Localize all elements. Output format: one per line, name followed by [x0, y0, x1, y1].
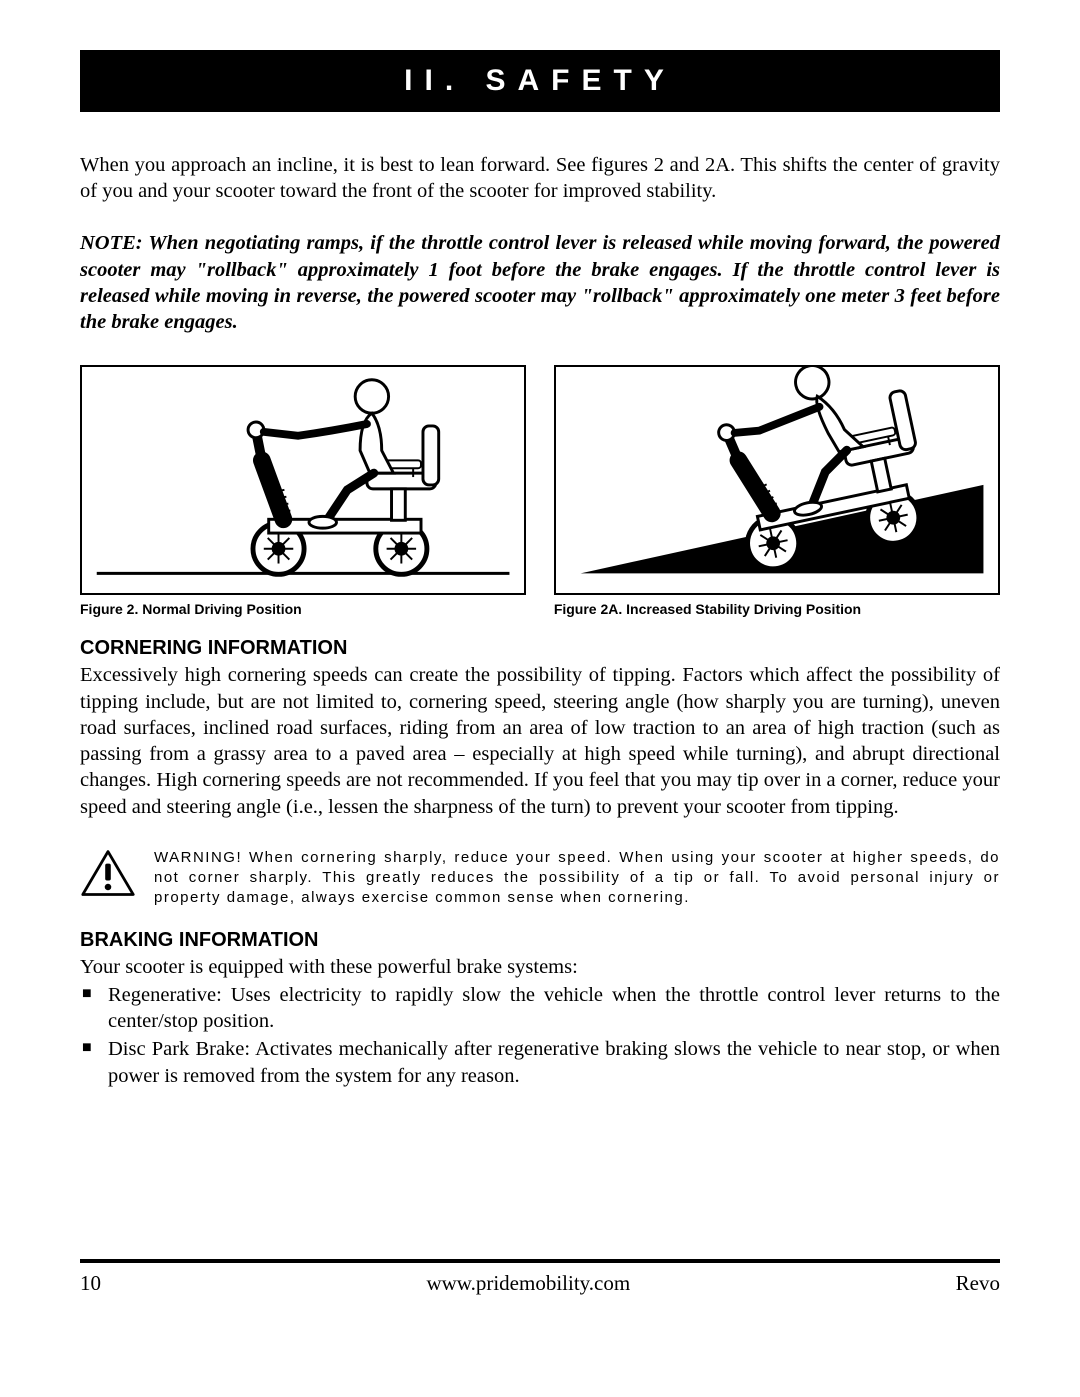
figure-2a: Figure 2A. Increased Stability Driving P…: [554, 365, 1000, 617]
braking-list: Regenerative: Uses electricity to rapidl…: [80, 982, 1000, 1089]
intro-paragraph: When you approach an incline, it is best…: [80, 152, 1000, 204]
page-footer: 10 www.pridemobility.com Revo: [80, 1271, 1000, 1296]
figure-2-caption: Figure 2. Normal Driving Position: [80, 601, 526, 617]
figure-2a-caption: Figure 2A. Increased Stability Driving P…: [554, 601, 1000, 617]
cornering-heading: CORNERING INFORMATION: [80, 637, 1000, 660]
page-number: 10: [80, 1271, 101, 1296]
warning-triangle-icon: [80, 848, 136, 898]
footer-model: Revo: [956, 1271, 1000, 1296]
scooter-incline-illustration-icon: [556, 367, 998, 593]
braking-intro: Your scooter is equipped with these powe…: [80, 954, 1000, 980]
chapter-title-bar: II. SAFETY: [80, 50, 1000, 112]
cornering-body: Excessively high cornering speeds can cr…: [80, 662, 1000, 819]
warning-text: WARNING! When cornering sharply, reduce …: [154, 848, 1000, 909]
footer-rule: [80, 1259, 1000, 1263]
figure-row: Figure 2. Normal Driving Position: [80, 365, 1000, 617]
scooter-upright-illustration-icon: [82, 367, 524, 593]
warning-block: WARNING! When cornering sharply, reduce …: [80, 848, 1000, 909]
manual-page: II. SAFETY When you approach an incline,…: [0, 0, 1080, 1397]
figure-2-image: [80, 365, 526, 595]
braking-heading: BRAKING INFORMATION: [80, 929, 1000, 952]
figure-2: Figure 2. Normal Driving Position: [80, 365, 526, 617]
footer-url: www.pridemobility.com: [426, 1271, 630, 1296]
list-item: Regenerative: Uses electricity to rapidl…: [80, 982, 1000, 1034]
note-paragraph: NOTE: When negotiating ramps, if the thr…: [80, 230, 1000, 335]
list-item: Disc Park Brake: Activates mechanically …: [80, 1036, 1000, 1088]
figure-2a-image: [554, 365, 1000, 595]
